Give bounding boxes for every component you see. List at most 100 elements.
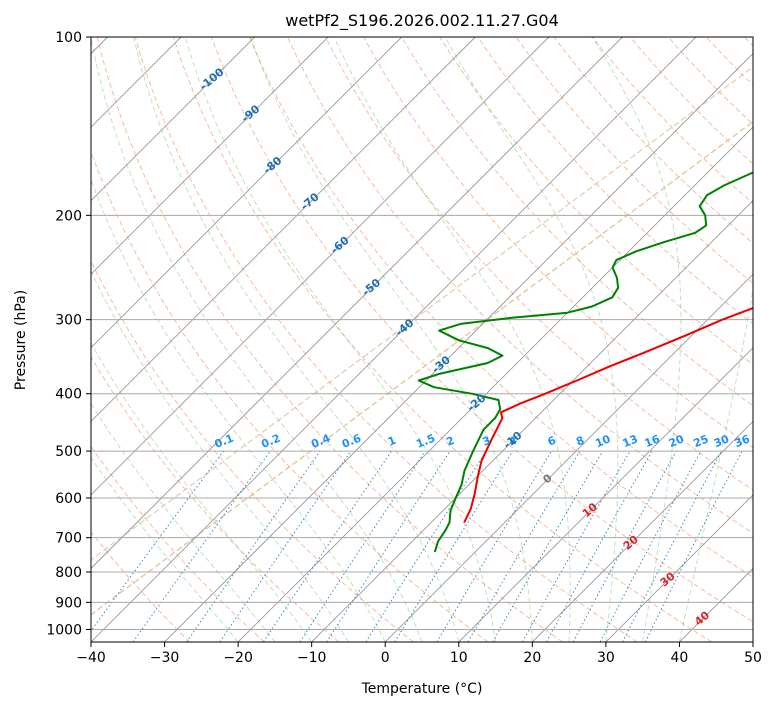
- dry-adiabat-line: [325, 37, 753, 491]
- y-tick-label: 200: [55, 208, 82, 224]
- y-tick-label: 700: [55, 531, 82, 547]
- y-tick-label: 1000: [46, 622, 82, 638]
- y-tick-label: 300: [55, 313, 82, 329]
- mixing-ratio-label: 16: [643, 432, 662, 450]
- isotherm-line: [91, 37, 697, 642]
- reference-curve-line: [91, 120, 753, 616]
- mixing-ratio-line: [219, 450, 352, 642]
- x-tick-label: 50: [744, 650, 762, 666]
- x-tick-label: 30: [597, 650, 615, 666]
- isotherm-line: [458, 347, 753, 642]
- profile-series-line: [463, 307, 753, 523]
- moist-adiabat-line: [91, 341, 313, 642]
- y-axis-label: Pressure (hPa): [13, 290, 29, 390]
- dry-adiabat-line: [744, 37, 753, 47]
- dry-adiabat-line: [553, 37, 753, 244]
- dry-adiabat-line: [705, 37, 753, 86]
- dry-adiabat-line: [287, 37, 753, 534]
- dry-adiabat-line: [91, 356, 340, 642]
- mixing-ratio-label: 10: [593, 432, 612, 450]
- profile-series-line: [417, 171, 753, 553]
- mixing-ratio-line: [492, 450, 604, 642]
- mixing-ratio-line: [263, 450, 392, 642]
- y-tick-label: 400: [55, 387, 82, 403]
- moist-adiabat-line: [592, 37, 682, 642]
- moist-adiabat-line: [678, 285, 753, 642]
- dry-adiabat-line: [91, 531, 191, 642]
- y-tick-label: 100: [55, 30, 82, 46]
- isotherm-line: [752, 641, 753, 642]
- isotherm-line: [91, 37, 623, 570]
- dry-adiabat-line: [210, 37, 753, 623]
- moist-adiabat-line: [91, 402, 276, 642]
- mixing-ratio-label: 13: [621, 432, 640, 450]
- isotherm-line: [91, 37, 550, 496]
- x-tick-label: 0: [381, 650, 390, 666]
- mixing-ratio-line: [91, 450, 224, 632]
- isotherm-line: [91, 37, 255, 202]
- mixing-ratio-line: [622, 450, 722, 642]
- moist-adiabat-line: [132, 37, 460, 642]
- mixing-ratio-line: [546, 450, 653, 642]
- x-tick-label: −10: [297, 650, 327, 666]
- y-tick-label: 500: [55, 444, 82, 460]
- moist-adiabat-line: [91, 456, 239, 642]
- reference-curve-line: [91, 66, 753, 561]
- y-tick-label: 600: [55, 491, 82, 507]
- moist-adiabat-line: [91, 178, 386, 642]
- dry-adiabat-line: [591, 37, 753, 205]
- mixing-ratio-label: 1.5: [414, 432, 437, 451]
- mixing-ratio-line: [186, 450, 321, 642]
- mixing-ratio-label: 0.2: [259, 432, 282, 451]
- moist-adiabat-line: [333, 37, 571, 642]
- dry-adiabat-line: [667, 37, 753, 126]
- mixing-ratio-label: 20: [667, 432, 686, 450]
- x-tick-label: −40: [76, 650, 106, 666]
- moist-adiabat-line: [91, 37, 423, 642]
- isotherm-line: [91, 37, 403, 349]
- isotherm-line: [164, 52, 753, 642]
- isotherm-line: [91, 37, 329, 275]
- mixing-ratio-label: 0.4: [309, 431, 332, 450]
- mixing-ratio-label: 30: [712, 432, 731, 450]
- plot-frame: [90, 36, 754, 643]
- isotherm-line: [384, 273, 753, 642]
- x-tick-label: 10: [450, 650, 468, 666]
- isotherm-line: [605, 494, 753, 642]
- y-tick-label: 800: [55, 565, 82, 581]
- x-axis-label: Temperature (°C): [361, 681, 483, 697]
- isotherm-line: [311, 200, 753, 642]
- mixing-ratio-label: 2: [444, 434, 456, 449]
- y-tick-label: 900: [55, 595, 82, 611]
- isotherm-line: [237, 126, 753, 642]
- moist-adiabat-line: [91, 270, 349, 642]
- mixing-ratio-line: [132, 450, 271, 642]
- chart-title: wetPf2_S196.2026.002.11.27.G04: [285, 11, 559, 31]
- dry-adiabat-line: [91, 445, 265, 642]
- x-tick-label: −30: [150, 650, 180, 666]
- x-tick-label: −20: [223, 650, 253, 666]
- mixing-ratio-label: 25: [691, 432, 710, 450]
- dry-adiabat-line: [91, 150, 489, 642]
- dry-adiabat-line: [477, 37, 753, 325]
- mixing-ratio-line: [522, 450, 631, 642]
- moist-adiabat-line: [249, 37, 533, 642]
- mixing-ratio-line: [436, 450, 552, 642]
- mixing-ratio-line: [326, 450, 451, 642]
- mixing-ratio-label: 8: [574, 434, 586, 449]
- mixing-ratio-label: 0.1: [213, 432, 236, 451]
- isotherm-line: [532, 420, 753, 642]
- dry-adiabat-line: [172, 37, 713, 642]
- moist-adiabat-line: [184, 37, 497, 642]
- dry-adiabat-line: [248, 37, 753, 578]
- moist-adiabat-line: [444, 37, 619, 642]
- dry-adiabat-line: [91, 259, 414, 642]
- x-tick-label: 20: [523, 650, 541, 666]
- dry-adiabat-line: [515, 37, 753, 284]
- mixing-ratio-line: [644, 450, 743, 642]
- dry-adiabat-line: [134, 37, 638, 642]
- isotherm-line: [91, 37, 476, 422]
- dry-adiabat-line: [96, 37, 563, 642]
- mixing-ratio-line: [299, 450, 426, 642]
